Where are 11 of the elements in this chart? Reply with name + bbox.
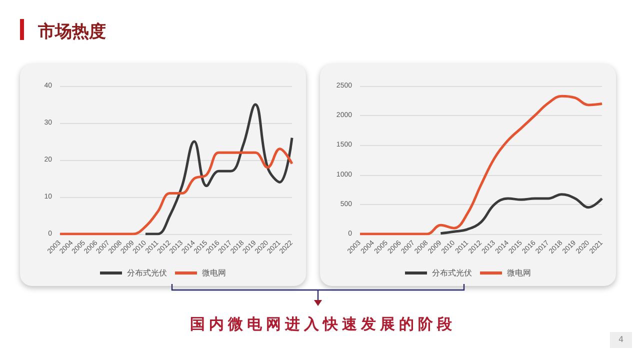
line-series: [439, 193, 604, 235]
text: 国内微电网进入快速发展的阶段: [190, 315, 456, 334]
chart-title: 市场热度: [38, 21, 106, 43]
legend-label: 微电网: [507, 268, 531, 278]
legend-label: 分布式光伏: [127, 268, 167, 278]
line-series: [358, 94, 604, 236]
line-series: [144, 103, 294, 236]
line-series: [58, 148, 294, 236]
text: 4: [610, 332, 632, 348]
legend-label: 分布式光伏: [432, 268, 472, 278]
legend-label: 微电网: [202, 268, 226, 278]
